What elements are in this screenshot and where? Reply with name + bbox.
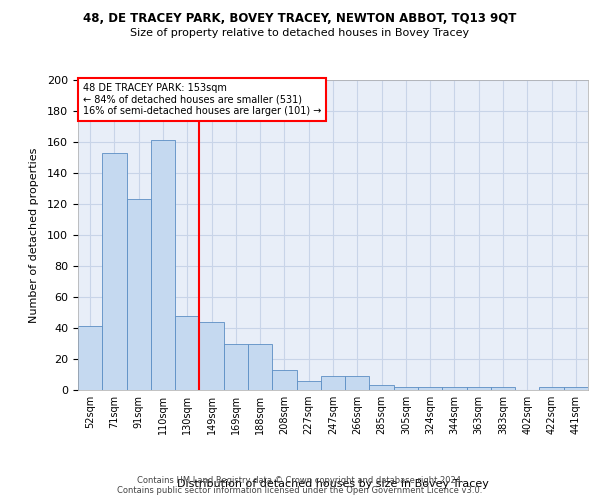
Bar	[539, 387, 564, 390]
Bar	[370, 386, 394, 390]
Bar	[491, 387, 515, 390]
Bar	[418, 387, 442, 390]
Bar	[78, 326, 102, 390]
Bar	[248, 344, 272, 390]
Text: Contains HM Land Registry data © Crown copyright and database right 2024.
Contai: Contains HM Land Registry data © Crown c…	[118, 476, 482, 495]
Bar	[394, 387, 418, 390]
Text: 48 DE TRACEY PARK: 153sqm
← 84% of detached houses are smaller (531)
16% of semi: 48 DE TRACEY PARK: 153sqm ← 84% of detac…	[83, 83, 322, 116]
Bar	[224, 344, 248, 390]
Bar	[467, 387, 491, 390]
Bar	[127, 200, 151, 390]
Bar	[199, 322, 224, 390]
Bar	[151, 140, 175, 390]
Text: 48, DE TRACEY PARK, BOVEY TRACEY, NEWTON ABBOT, TQ13 9QT: 48, DE TRACEY PARK, BOVEY TRACEY, NEWTON…	[83, 12, 517, 26]
Bar	[442, 387, 467, 390]
X-axis label: Distribution of detached houses by size in Bovey Tracey: Distribution of detached houses by size …	[177, 479, 489, 489]
Bar	[345, 376, 370, 390]
Bar	[564, 387, 588, 390]
Bar	[296, 380, 321, 390]
Bar	[102, 153, 127, 390]
Bar	[321, 376, 345, 390]
Text: Size of property relative to detached houses in Bovey Tracey: Size of property relative to detached ho…	[130, 28, 470, 38]
Bar	[175, 316, 199, 390]
Y-axis label: Number of detached properties: Number of detached properties	[29, 148, 39, 322]
Bar	[272, 370, 296, 390]
